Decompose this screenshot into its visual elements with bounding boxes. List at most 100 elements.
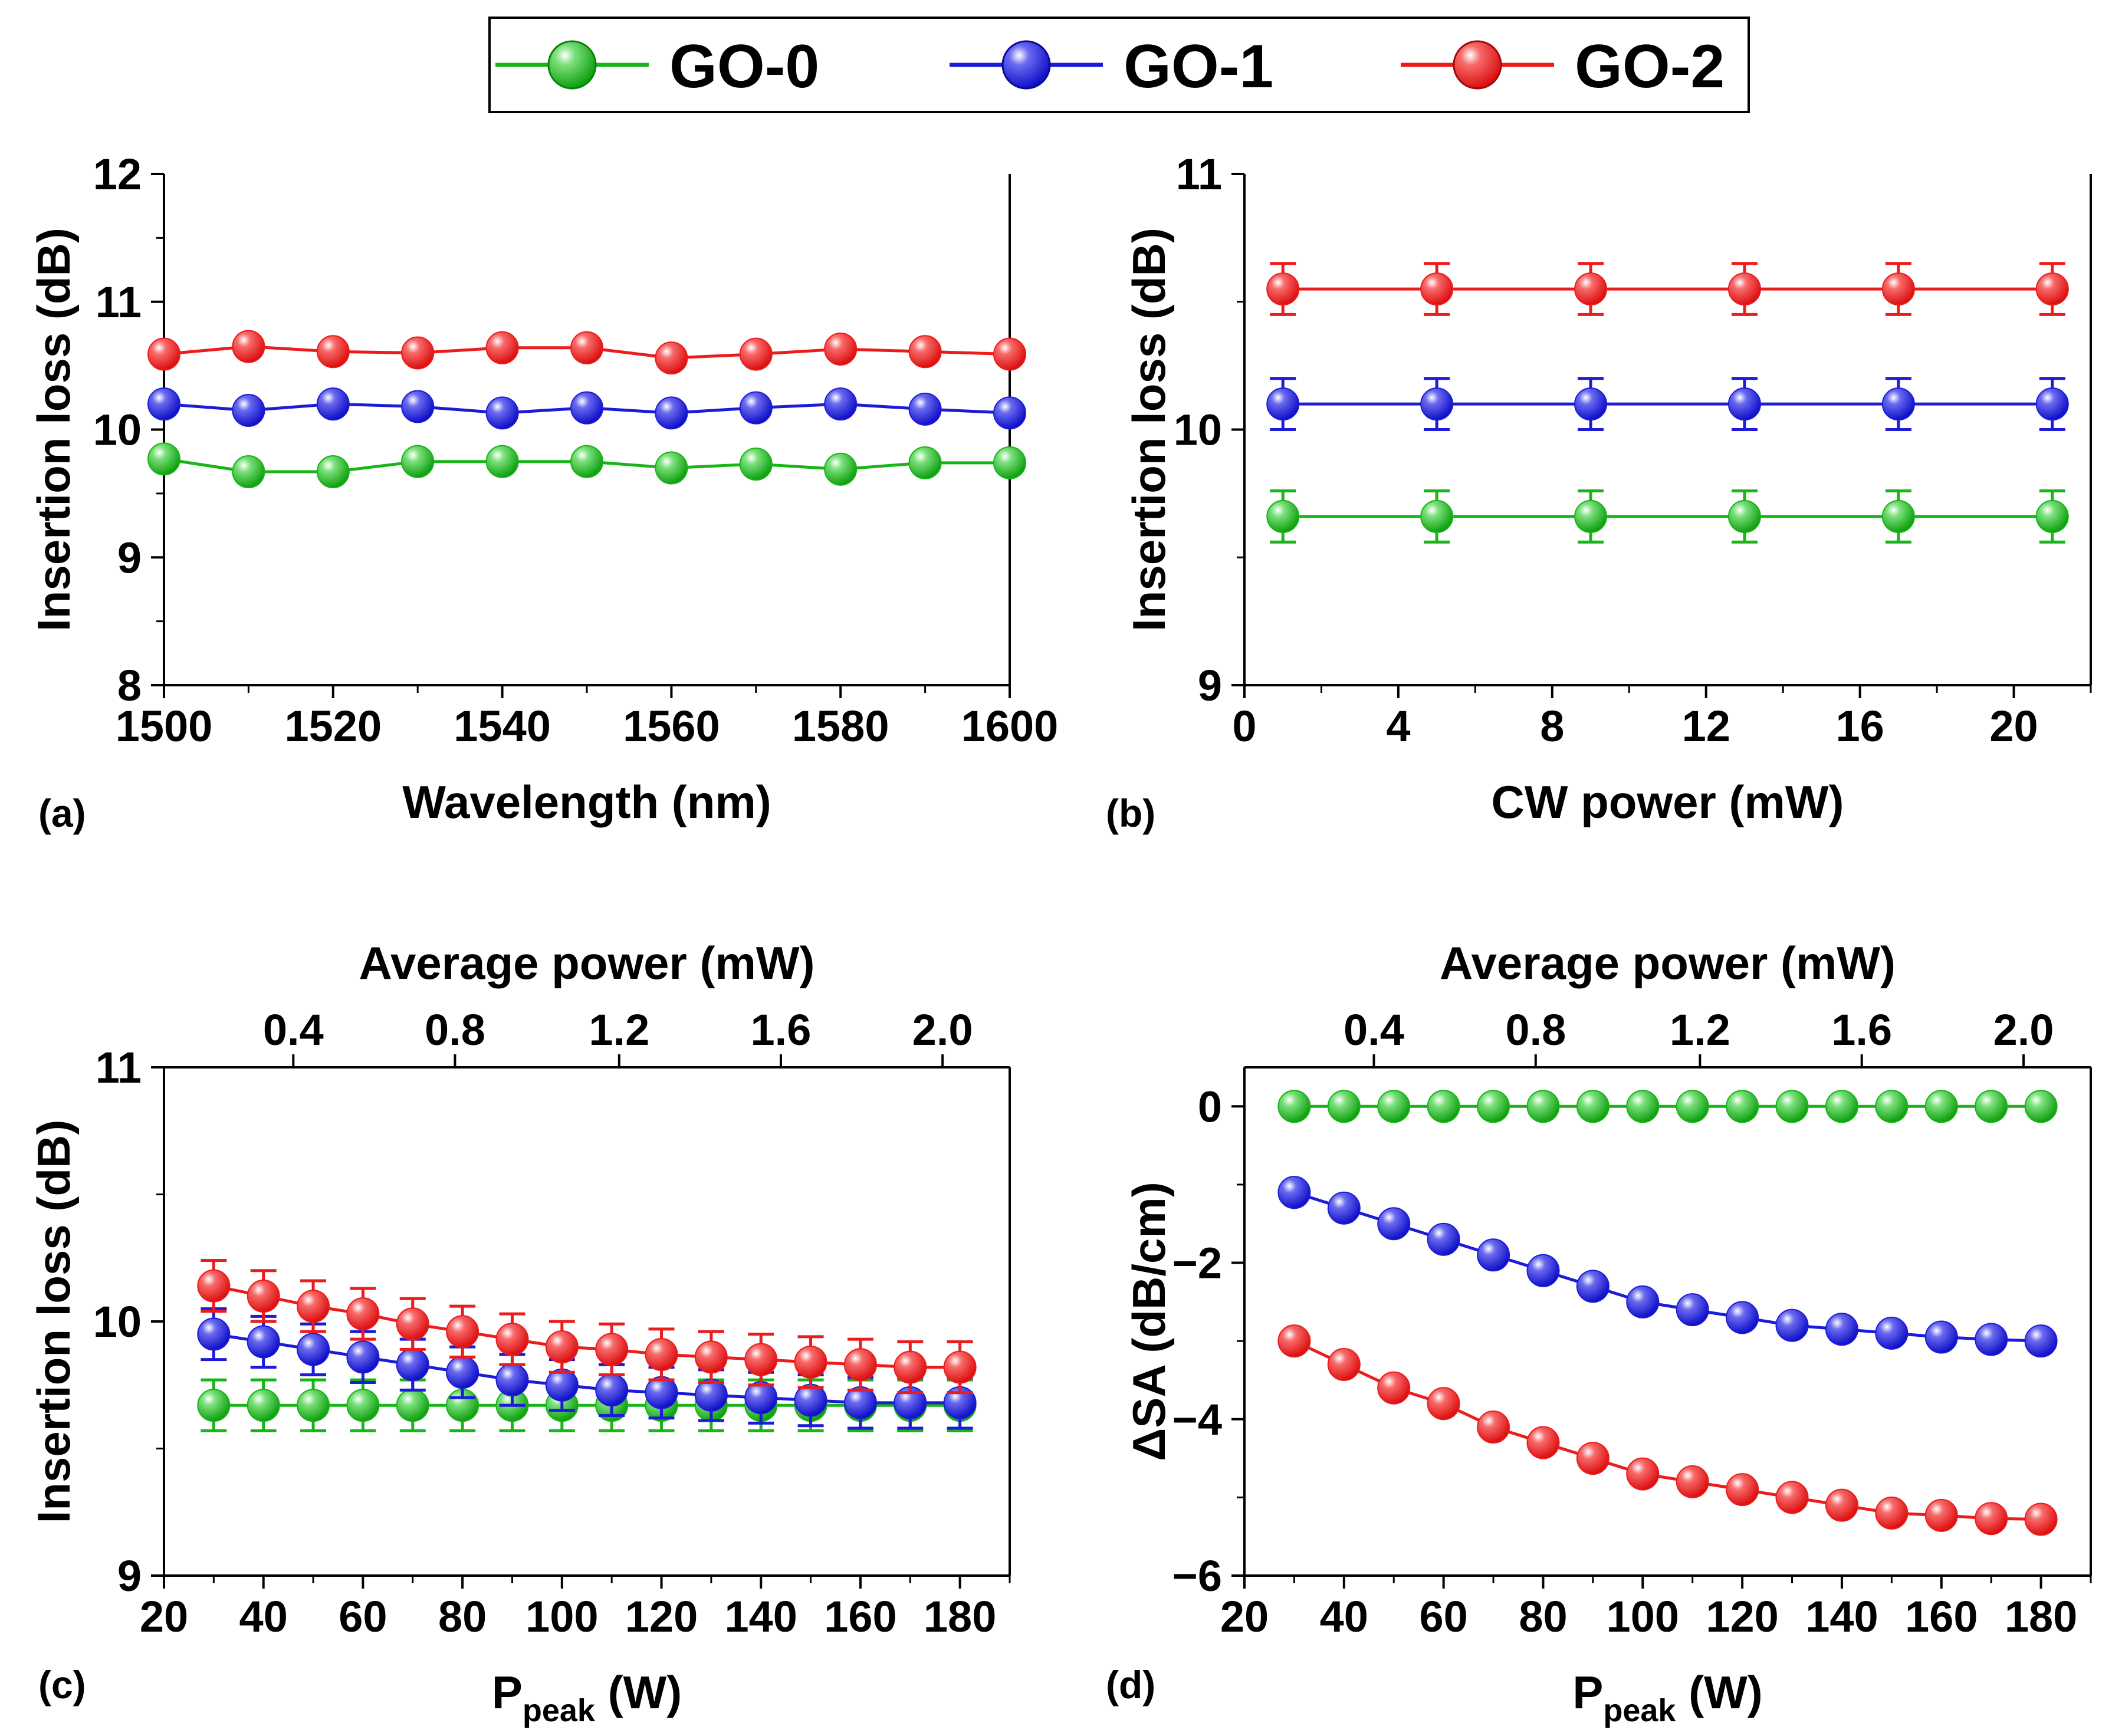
panel-d-x-tick-label: 140 (1805, 1592, 1878, 1641)
panel-a-data-point-go-0 (316, 455, 350, 489)
panel-b-data-point-go-2 (1420, 272, 1454, 306)
panel-c-data-point-go-1 (744, 1381, 778, 1415)
panel-d-data-point-go-1 (1924, 1320, 1958, 1354)
legend-entry-go-0: GO-0 (495, 32, 819, 101)
panel-d-data-point-go-2 (1924, 1498, 1958, 1532)
panel-c-data-point-go-2 (744, 1343, 778, 1376)
panel-c-x-tick-label: 40 (239, 1592, 288, 1641)
panel-b-x-tick-label: 16 (1835, 702, 1884, 751)
panel-a-data-point-go-1 (908, 392, 942, 426)
panel-c-x-tick-label: 140 (725, 1592, 797, 1641)
panel-d-data-point-go-1 (1526, 1254, 1560, 1287)
panel-d-data-point-go-1 (1875, 1316, 1909, 1350)
panel-c-data-point-go-1 (396, 1348, 429, 1382)
panel-c-x-tick-label: 20 (140, 1592, 188, 1641)
panel-b-data-point-go-0 (1881, 499, 1915, 533)
panel-c-x2-tick-label: 0.4 (263, 1005, 324, 1054)
panel-d-data-point-go-0 (1676, 1090, 1709, 1123)
panel-a-data-point-go-1 (401, 390, 435, 423)
panel-d-x2-axis-title: Average power (mW) (1440, 937, 1896, 989)
panel-b-data-point-go-0 (1420, 499, 1454, 533)
panel-c-data-point-go-2 (645, 1338, 678, 1372)
panel-b-y-tick-label: 9 (1198, 661, 1222, 710)
panel-d-x-axis-title-sub: peak (1603, 1693, 1676, 1728)
panel-c-x2-axis-title: Average power (mW) (359, 937, 815, 989)
panel-b-x-tick-label: 12 (1682, 702, 1730, 751)
panel-d-data-point-go-2 (1676, 1465, 1709, 1498)
panel-b-data-point-go-1 (1727, 387, 1761, 421)
panel-a-data-point-go-0 (993, 446, 1026, 479)
panel-d: (d) 20 40 60 80 100 120 140 160 180 −6 −4 −2 0 0.4 0.8… (1106, 937, 2092, 1728)
panel-d-x-tick-label: 60 (1419, 1592, 1467, 1641)
panel-c-series-line-go-2 (213, 1284, 960, 1369)
panel-c-data-point-go-2 (446, 1315, 479, 1349)
panel-c-data-point-go-2 (595, 1333, 629, 1366)
panel-c-y-tick-label: 10 (93, 1297, 142, 1346)
panel-b-data-point-go-1 (1266, 387, 1300, 421)
panel-a-data-point-go-1 (570, 391, 603, 425)
panel-a-data-point-go-2 (824, 332, 858, 366)
legend-label-go-1: GO-1 (1124, 32, 1273, 101)
panel-a-data-point-go-0 (908, 446, 942, 479)
panel-a-data-point-go-1 (232, 393, 265, 427)
panel-d-x-tick-label: 160 (1905, 1592, 1978, 1641)
panel-b-x-axis-title: CW power (mW) (1492, 776, 1844, 828)
panel-c-y-tick-label: 11 (96, 1043, 142, 1092)
panel-d-x2-tick-label: 2.0 (1993, 1005, 2054, 1054)
legend-label-go-0: GO-0 (669, 32, 819, 101)
panel-a-data-point-go-2 (147, 337, 180, 371)
panel-c-data-point-go-1 (197, 1317, 231, 1351)
panel-c-data-point-go-1 (794, 1383, 827, 1417)
panel-d-y-tick-label: 0 (1198, 1082, 1222, 1131)
panel-d-data-point-go-1 (1975, 1323, 2008, 1356)
panel-d-x-tick-label: 120 (1706, 1592, 1778, 1641)
panel-b-data-point-go-1 (1420, 387, 1454, 421)
panel-d-data-point-go-0 (1477, 1090, 1510, 1123)
panel-c-data-point-go-2 (894, 1350, 927, 1384)
panel-a-data-point-go-0 (739, 448, 773, 481)
panel-d-data-point-go-1 (1825, 1313, 1858, 1346)
panel-d-data-point-go-0 (1377, 1090, 1411, 1123)
panel-b-data-point-go-2 (2035, 272, 2069, 306)
panel-d-data-point-go-2 (1277, 1324, 1311, 1358)
panel-d-data-point-go-0 (1576, 1090, 1610, 1123)
panel-b-data-point-go-1 (1574, 387, 1608, 421)
panel-c: (c) 20 40 60 80 100 120 140 160 180 9 10 11 0.4 0.8 1.… (28, 937, 1011, 1728)
panel-a-x-tick-label: 1540 (454, 702, 551, 751)
panel-a-data-point-go-1 (993, 396, 1026, 430)
panel-a-data-point-go-2 (232, 330, 265, 363)
legend-entry-go-1: GO-1 (950, 32, 1273, 101)
panel-a-data-point-go-2 (316, 335, 350, 369)
panel-b-x-tick-label: 4 (1386, 702, 1410, 751)
panel-c-data-point-go-2 (495, 1323, 529, 1356)
panel-c-data-point-go-0 (297, 1389, 330, 1422)
panel-a-y-tick-label: 11 (96, 278, 142, 327)
panel-b-data-point-go-1 (2035, 387, 2069, 421)
panel-b-y-axis-title: Insertion loss (dB) (1123, 228, 1175, 632)
panel-c-data-point-go-2 (794, 1345, 827, 1379)
panel-c-data-point-go-2 (297, 1290, 330, 1323)
panel-d-data-point-go-2 (1327, 1347, 1361, 1381)
panel-b-data-point-go-2 (1574, 272, 1608, 306)
legend-entry-go-2: GO-2 (1401, 32, 1725, 101)
panel-a: (a) 1500 1520 1540 1560 1580 1600 8 9 10 11 12 Wave… (28, 150, 1058, 835)
panel-a-data-point-go-1 (316, 387, 350, 421)
panel-d-x-axis-title-unit: (W) (1676, 1666, 1762, 1718)
legend-marker-go-1 (1001, 40, 1051, 90)
panel-c-x-tick-label: 120 (625, 1592, 698, 1641)
panel-a-y-tick-label: 12 (93, 150, 142, 199)
legend: GO-0 GO-1 GO-2 (488, 17, 1750, 113)
panel-d-data-point-go-1 (1277, 1176, 1311, 1209)
panel-a-data-point-go-2 (401, 336, 435, 370)
panel-c-data-point-go-2 (396, 1307, 429, 1341)
panel-c-data-point-go-0 (396, 1389, 429, 1422)
panel-d-x2-tick-label: 0.8 (1505, 1005, 1566, 1054)
panel-d-x-tick-label: 80 (1519, 1592, 1567, 1641)
panel-c-x-tick-label: 60 (339, 1592, 387, 1641)
panel-c-x-axis-title-unit: (W) (595, 1666, 682, 1718)
panel-c-x2-tick-label: 2.0 (912, 1005, 973, 1054)
panel-a-data-point-go-1 (147, 387, 180, 421)
panel-b-label: (b) (1106, 791, 1155, 835)
panel-d-data-point-go-0 (1975, 1090, 2008, 1123)
